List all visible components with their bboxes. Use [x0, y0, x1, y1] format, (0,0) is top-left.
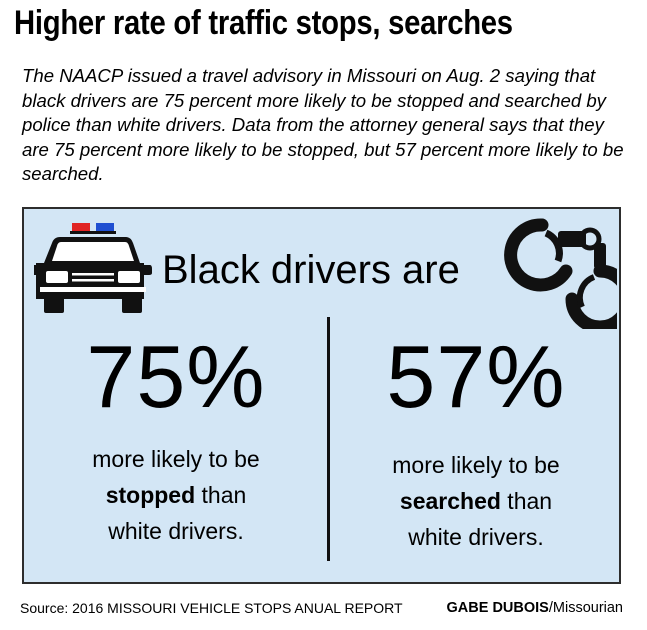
page-title: Higher rate of traffic stops, searches [14, 4, 513, 42]
source-note: Source: 2016 MISSOURI VEHICLE STOPS ANUA… [20, 600, 403, 616]
stat-after: than [500, 488, 553, 514]
intro-text: The NAACP issued a travel advisory in Mi… [22, 65, 624, 184]
stat-emphasis: searched [399, 488, 501, 514]
byline-name: GABE DUBOIS [446, 600, 549, 616]
stat-line: white drivers. [108, 518, 244, 544]
handcuffs-icon [504, 218, 617, 329]
stat-line: white drivers. [408, 524, 544, 550]
stat-searched: 57% more likely to be searched than whit… [326, 327, 626, 555]
police-car-icon [34, 223, 152, 313]
stat-value: 75% [86, 327, 266, 426]
stat-line: more likely to be [92, 446, 260, 472]
stat-value: 57% [386, 327, 566, 426]
byline: GABE DUBOIS/Missourian [447, 598, 623, 618]
stats-panel: Black drivers are 75% more likely to be … [22, 207, 621, 584]
stat-emphasis: stopped [105, 482, 196, 508]
stat-line: stopped than [26, 477, 326, 513]
panel-headline: Black drivers are [162, 248, 460, 292]
stat-stopped: 75% more likely to be stopped than white… [26, 327, 326, 549]
stat-line: more likely to be [392, 452, 560, 478]
stat-description: more likely to be stopped than white dri… [26, 441, 326, 549]
column-divider [327, 317, 330, 561]
stat-description: more likely to be searched than white dr… [326, 447, 626, 555]
stat-after: than [195, 482, 247, 508]
stat-line: searched than [326, 483, 626, 519]
byline-outlet: /Missourian [548, 600, 623, 616]
